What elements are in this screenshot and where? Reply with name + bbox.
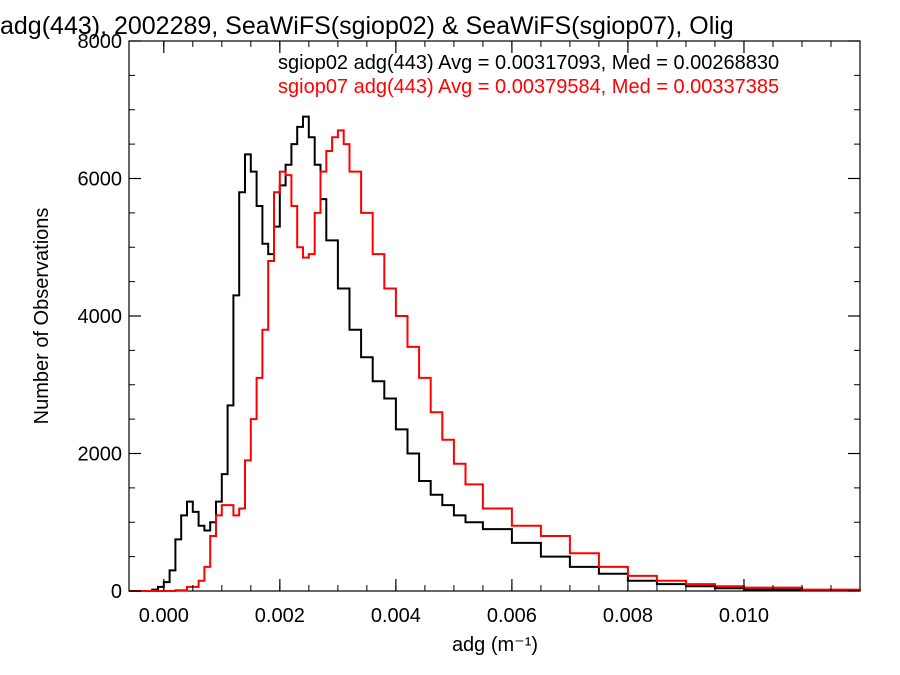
stat-annotation-2: sgiop07 adg(443) Avg = 0.00379584, Med =… bbox=[278, 76, 779, 98]
series-line-1 bbox=[129, 115, 861, 592]
y-tick-label: 2000 bbox=[78, 444, 123, 466]
x-tick-label: 0.008 bbox=[603, 605, 653, 627]
annotation-layer: sgiop02 adg(443) Avg = 0.00317093, Med =… bbox=[278, 52, 779, 98]
y-tick-label: 6000 bbox=[78, 169, 123, 191]
stat-annotation-1: sgiop02 adg(443) Avg = 0.00317093, Med =… bbox=[278, 52, 779, 74]
chart-title: adg(443), 2002289, SeaWiFS(sgiop02) & Se… bbox=[0, 12, 734, 40]
x-tick-label: 0.004 bbox=[371, 605, 421, 627]
x-tick-label: 0.010 bbox=[719, 605, 769, 627]
series-layer bbox=[129, 115, 861, 592]
y-tick-label: 8000 bbox=[78, 31, 123, 53]
y-axis-label: Number of Observations bbox=[31, 208, 53, 425]
x-tick-label: 0.002 bbox=[255, 605, 305, 627]
x-axis-label: adg (m⁻¹) bbox=[452, 634, 538, 656]
ticks-layer: 0.000 0.002 0.004 0.006 0.008 0.010 0 2000 4000 6… bbox=[78, 31, 860, 627]
x-tick-label: 0.000 bbox=[139, 605, 189, 627]
series-line-2 bbox=[129, 129, 861, 592]
y-tick-label: 0 bbox=[111, 581, 122, 603]
x-tick-label: 0.006 bbox=[487, 605, 537, 627]
y-tick-label: 4000 bbox=[78, 306, 123, 328]
